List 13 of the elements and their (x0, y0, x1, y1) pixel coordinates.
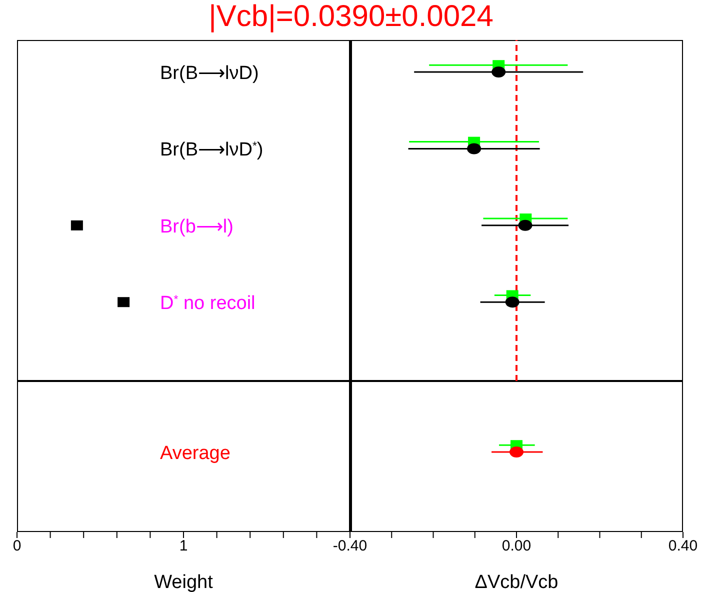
y-tick-label: D$^{*}$ no recoil (160, 293, 256, 314)
x-axis-title: Weight (154, 572, 214, 592)
x-axis-title: ΔVcb/Vcb (474, 572, 558, 592)
y-tick-label: Br(B⟶lνD$^{*}$) (160, 140, 264, 161)
x-tick-label: 0.00 (502, 538, 532, 555)
y-tick-label: Br(B⟶lνD) (160, 63, 259, 84)
x-tick-label: 0.40 (668, 538, 698, 555)
y-tick-label: Average (160, 443, 230, 464)
y-tick-label: Br(b⟶l) (160, 216, 234, 238)
chart-title: |Vcb|=0.0390±0.0024 (208, 0, 494, 34)
x-tick-label: 0 (12, 538, 22, 555)
x-tick-label: 1 (179, 538, 188, 555)
x-tick-label: -0.40 (332, 538, 368, 555)
